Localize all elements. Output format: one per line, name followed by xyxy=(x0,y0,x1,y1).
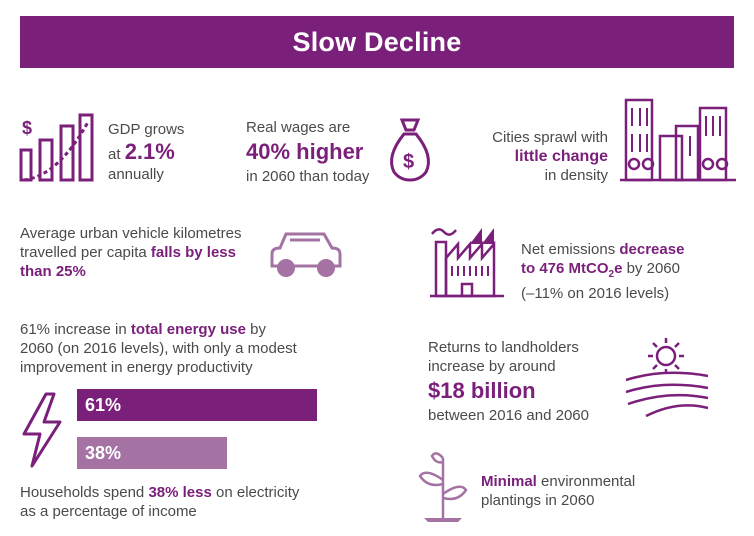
energy-line2: 2060 (on 2016 levels), with only a modes… xyxy=(20,340,297,357)
energy-line3: improvement in energy productivity xyxy=(20,359,253,376)
wages-text: Real wages are 40% higher in 2060 than t… xyxy=(246,118,369,186)
landholders-line2: increase by around xyxy=(428,358,556,375)
plantings-text: Minimal environmental plantings in 2060 xyxy=(481,472,635,510)
plantings-post: environmental xyxy=(541,473,636,490)
wages-post: in 2060 than today xyxy=(246,168,370,185)
wages-pre: Real wages are xyxy=(246,119,351,136)
households-pre: Households spend xyxy=(20,484,145,501)
emissions-pre: Net emissions xyxy=(521,241,616,258)
emissions-subscript: 2 xyxy=(608,269,615,280)
vehicle-line3-highlight: than 25% xyxy=(20,263,86,280)
cities-value: little change xyxy=(514,148,608,165)
households-post: on electricity xyxy=(216,484,300,501)
bar-electricity-spend-label: 38% xyxy=(85,443,122,463)
emissions-post: by 2060 xyxy=(626,260,680,277)
energy-line1-post: by xyxy=(250,321,266,338)
cities-pre: Cities sprawl with xyxy=(492,129,608,146)
lightning-bolt-icon xyxy=(22,392,62,468)
bar-energy-use: 61% xyxy=(77,389,317,421)
vehicle-line2-pre: travelled per capita xyxy=(20,244,147,261)
page-title: Slow Decline xyxy=(292,27,462,57)
car-icon xyxy=(270,232,342,277)
plantings-highlight: Minimal xyxy=(481,473,537,490)
energy-line1-highlight: total energy use xyxy=(130,321,246,338)
factory-icon xyxy=(430,228,504,298)
cities-post: in density xyxy=(544,167,608,184)
plantings-line2: plantings in 2060 xyxy=(481,492,595,509)
money-bag-icon: $ xyxy=(390,118,430,182)
dollar-bar-chart-icon: $ xyxy=(19,113,94,182)
vehicle-text: Average urban vehicle kilometres travell… xyxy=(20,224,242,281)
emissions-highlight-3: e xyxy=(614,260,623,277)
households-line2: as a percentage of income xyxy=(20,503,197,520)
emissions-highlight-1: decrease xyxy=(619,241,685,258)
households-text: Households spend 38% less on electricity… xyxy=(20,483,299,521)
landholders-line1: Returns to landholders xyxy=(428,339,579,356)
gdp-text: GDP grows at 2.1% annually xyxy=(108,120,184,184)
vehicle-line2-highlight: falls by less xyxy=(150,244,236,261)
households-highlight: 38% less xyxy=(148,484,212,501)
vehicle-line1: Average urban vehicle kilometres xyxy=(20,225,242,242)
energy-line1-pre: 61% increase in xyxy=(20,321,127,338)
svg-text:$: $ xyxy=(22,118,32,138)
bar-energy-use-label: 61% xyxy=(85,395,122,415)
wages-value: 40% higher xyxy=(246,139,364,164)
gdp-pre: GDP grows xyxy=(108,121,185,138)
emissions-line3: (–11% on 2016 levels) xyxy=(521,285,670,302)
gdp-post: annually xyxy=(108,166,164,183)
city-skyline-icon xyxy=(620,98,736,182)
bar-electricity-spend: 38% xyxy=(77,437,227,469)
emissions-text: Net emissions decrease to 476 MtCO2e by … xyxy=(521,240,684,303)
svg-text:$: $ xyxy=(403,151,414,173)
landholders-value: $18 billion xyxy=(428,378,536,403)
gdp-value: 2.1% xyxy=(124,139,175,164)
title-banner: Slow Decline xyxy=(20,16,734,68)
emissions-highlight-2: to 476 MtCO xyxy=(521,260,609,277)
cities-text: Cities sprawl with little change in dens… xyxy=(484,128,608,185)
energy-text: 61% increase in total energy use by 2060… xyxy=(20,320,297,377)
gdp-at: at xyxy=(108,146,121,163)
landholders-text: Returns to landholders increase by aroun… xyxy=(428,338,589,425)
landholders-line4: between 2016 and 2060 xyxy=(428,407,589,424)
seedling-icon xyxy=(418,452,468,522)
sun-over-fields-icon xyxy=(625,338,709,418)
